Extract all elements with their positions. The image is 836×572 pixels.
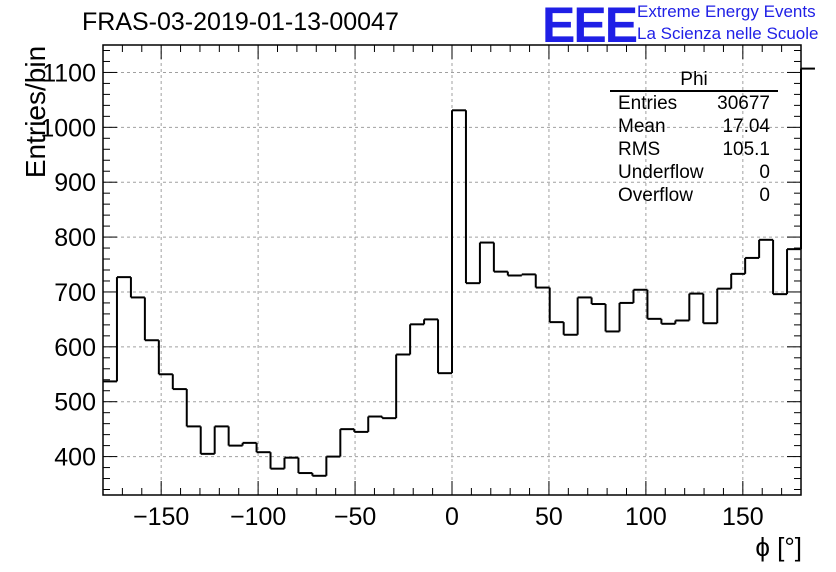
- x-tick-label: −150: [133, 503, 189, 531]
- x-tick-label: 100: [625, 503, 667, 531]
- x-tick-label: 50: [535, 503, 563, 531]
- y-tick-label: 700: [54, 279, 96, 307]
- chart-title: FRAS-03-2019-01-13-00047: [82, 8, 399, 36]
- y-tick-label: 500: [54, 389, 96, 417]
- stats-row-rms: RMS 105.1: [610, 138, 778, 161]
- plot-frame: [102, 44, 802, 496]
- stats-row-entries: Entries 30677: [610, 92, 778, 115]
- stats-entries-value: 30677: [717, 93, 770, 114]
- x-tick-label: 150: [722, 503, 764, 531]
- y-tick-label: 1100: [42, 59, 96, 87]
- logo-line-2: La Scienza nelle Scuole: [637, 24, 819, 43]
- x-tick-label: −100: [230, 503, 286, 531]
- stats-underflow-value: 0: [759, 162, 770, 183]
- x-axis-label: ϕ [°]: [755, 532, 802, 562]
- y-tick-label: 600: [54, 334, 96, 362]
- stats-row-overflow: Overflow 0: [610, 184, 778, 207]
- stats-mean-value: 17.04: [722, 116, 770, 137]
- x-tick-label: 0: [445, 503, 459, 531]
- stats-row-underflow: Underflow 0: [610, 161, 778, 184]
- eee-logo: EEE: [542, 0, 638, 53]
- stats-mean-label: Mean: [618, 116, 666, 137]
- y-tick-label: 400: [54, 444, 96, 472]
- stats-overflow-value: 0: [759, 185, 770, 206]
- stats-overflow-label: Overflow: [618, 185, 693, 206]
- stats-underflow-label: Underflow: [618, 162, 704, 183]
- y-tick-label: 800: [54, 224, 96, 252]
- stats-rms-label: RMS: [618, 139, 661, 160]
- y-tick-label: 1000: [40, 114, 96, 142]
- stats-rms-value: 105.1: [722, 139, 770, 160]
- stats-entries-label: Entries: [618, 93, 678, 114]
- stats-title: Phi: [610, 69, 778, 92]
- x-tick-label: −50: [334, 503, 376, 531]
- logo-line-1: Extreme Energy Events: [637, 2, 816, 21]
- stats-row-mean: Mean 17.04: [610, 115, 778, 138]
- stats-box: Phi Entries 30677 Mean 17.04 RMS 105.1 U…: [610, 69, 778, 207]
- y-tick-label: 900: [54, 169, 96, 197]
